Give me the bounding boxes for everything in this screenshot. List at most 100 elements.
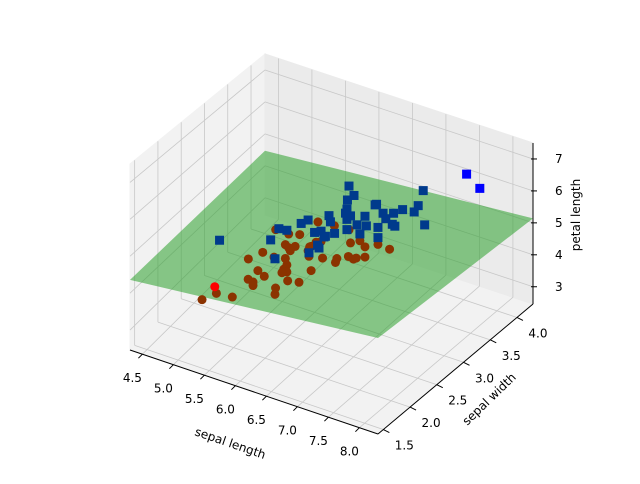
data-point-square xyxy=(215,235,225,245)
data-point-square xyxy=(361,221,371,231)
data-point-circle xyxy=(210,282,220,292)
data-point-square xyxy=(304,248,314,258)
data-point-square xyxy=(389,208,399,218)
z-tick-label: 7 xyxy=(555,152,563,166)
y-tick-label: 3.5 xyxy=(502,349,521,363)
grid-line xyxy=(129,101,266,220)
x-tick-label: 6.0 xyxy=(216,403,235,417)
x-tick-label: 8.0 xyxy=(340,445,359,459)
grid-line xyxy=(157,321,411,408)
x-tick-label: 4.5 xyxy=(123,371,142,385)
data-point-square xyxy=(342,225,352,235)
data-point-square xyxy=(266,235,276,245)
data-point-square xyxy=(413,201,423,211)
data-point-circle xyxy=(360,242,370,252)
data-point-square xyxy=(344,181,354,191)
data-point-square xyxy=(373,222,383,232)
y-tick xyxy=(463,361,470,366)
data-point-circle xyxy=(243,254,253,264)
data-point-circle xyxy=(248,281,258,291)
grid-line xyxy=(181,298,437,386)
data-point-circle xyxy=(227,292,237,302)
data-point-square xyxy=(398,205,408,215)
x-tick xyxy=(138,353,143,359)
y-tick-label: 4.0 xyxy=(528,326,547,340)
data-point-square xyxy=(475,183,485,193)
data-point-square xyxy=(373,233,383,243)
data-point-square xyxy=(352,220,362,230)
data-point-square xyxy=(274,224,284,234)
grid-line xyxy=(129,69,266,183)
data-point-circle xyxy=(360,252,370,262)
x-tick-label: 5.0 xyxy=(154,382,173,396)
data-point-circle xyxy=(294,277,304,287)
data-point-circle xyxy=(313,217,323,227)
data-point-square xyxy=(378,208,388,218)
y-axis-line xyxy=(377,303,534,435)
data-point-square xyxy=(462,169,472,179)
grid-line xyxy=(328,285,480,418)
data-point-square xyxy=(316,226,326,236)
data-point-square xyxy=(342,195,352,205)
data-point-square xyxy=(418,186,428,196)
data-point-square xyxy=(381,214,391,224)
data-point-circle xyxy=(373,239,383,249)
axis-lines xyxy=(129,143,534,435)
x-tick xyxy=(262,395,267,401)
data-point-square xyxy=(340,208,350,218)
data-point-square xyxy=(282,225,292,235)
data-point-circle xyxy=(385,244,395,254)
data-point-square xyxy=(390,221,400,231)
tick-labels: 4.5 5.0 5.5 6.0 6.5 7.0 7.5 8.0 1.5 2.0 2.5 3.0 3.5 4… xyxy=(123,152,563,459)
grid-line xyxy=(129,133,266,257)
y-tick-label: 2.5 xyxy=(448,394,467,408)
data-point-square xyxy=(349,190,359,200)
x-tick-label: 6.5 xyxy=(247,413,266,427)
data-point-square xyxy=(313,240,323,250)
z-tick-label: 6 xyxy=(555,184,563,198)
data-point-circle xyxy=(259,271,269,281)
grid-line xyxy=(264,101,534,192)
z-tick-label: 3 xyxy=(555,280,563,294)
x-tick xyxy=(293,406,298,412)
data-point-circle xyxy=(271,283,281,293)
z-axis-label: petal length xyxy=(569,179,583,251)
data-point-circle xyxy=(283,276,293,286)
y-tick-label: 1.5 xyxy=(395,439,414,453)
x-tick xyxy=(169,364,174,370)
data-point-square xyxy=(409,207,419,217)
x-tick xyxy=(231,385,236,391)
plane-surface xyxy=(130,150,533,339)
y-tick xyxy=(383,429,390,433)
x-tick xyxy=(200,374,205,380)
data-point-square xyxy=(324,211,334,221)
x-tick-label: 5.5 xyxy=(185,392,204,406)
grid-line xyxy=(359,297,514,429)
data-point-square xyxy=(330,228,340,238)
data-point-circle xyxy=(346,238,356,248)
x-tick xyxy=(324,416,329,422)
regression-plane xyxy=(130,150,533,339)
data-point-square xyxy=(303,215,313,225)
data-point-square xyxy=(360,211,370,221)
data-point-square xyxy=(310,227,320,237)
data-point-circle xyxy=(197,295,207,305)
data-point-square xyxy=(270,254,280,264)
data-point-circle xyxy=(318,253,328,263)
x-tick-label: 7.0 xyxy=(278,424,297,438)
y-tick xyxy=(436,384,444,389)
x-axis-line xyxy=(129,349,379,435)
data-point-circle xyxy=(306,266,316,276)
data-point-circle xyxy=(280,253,290,263)
z-tick-label: 4 xyxy=(555,248,563,262)
y-tick xyxy=(516,317,524,321)
z-tick-label: 5 xyxy=(555,216,563,230)
data-point-square xyxy=(296,218,306,228)
data-point-square xyxy=(420,220,430,230)
grid-line xyxy=(264,69,534,160)
data-point-square xyxy=(325,217,335,227)
x-tick-label: 7.5 xyxy=(309,434,328,448)
data-point-circle xyxy=(253,266,263,276)
data-point-square xyxy=(372,199,382,209)
data-point-circle xyxy=(277,268,287,278)
